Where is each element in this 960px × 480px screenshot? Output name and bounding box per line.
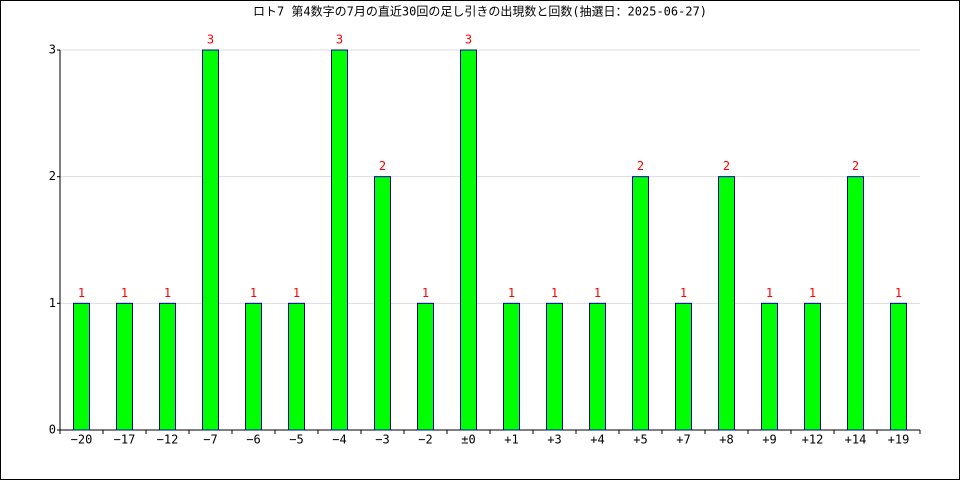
bar bbox=[804, 302, 821, 431]
bar bbox=[589, 302, 606, 431]
x-tick-label: −5 bbox=[289, 433, 303, 447]
y-tick-label: 0 bbox=[49, 423, 56, 437]
x-tick-label: −6 bbox=[246, 433, 260, 447]
data-label: 1 bbox=[164, 286, 171, 300]
data-label: 1 bbox=[551, 286, 558, 300]
x-tick-label: −4 bbox=[332, 433, 346, 447]
data-label: 1 bbox=[121, 286, 128, 300]
data-label: 1 bbox=[250, 286, 257, 300]
data-label: 3 bbox=[336, 33, 343, 47]
bar bbox=[847, 176, 864, 431]
x-tick-label: +7 bbox=[676, 433, 690, 447]
bar bbox=[718, 176, 735, 431]
bar bbox=[73, 302, 90, 431]
y-tick-label: 3 bbox=[49, 43, 56, 57]
y-tick-label: 1 bbox=[49, 296, 56, 310]
x-tick-label: −17 bbox=[114, 433, 136, 447]
x-tick-label: ±0 bbox=[461, 433, 475, 447]
data-label: 2 bbox=[852, 159, 859, 173]
x-tick-label: −2 bbox=[418, 433, 432, 447]
x-tick-label: +12 bbox=[802, 433, 824, 447]
data-label: 3 bbox=[465, 33, 472, 47]
data-label: 1 bbox=[293, 286, 300, 300]
x-tick-label: −3 bbox=[375, 433, 389, 447]
y-tick-label: 2 bbox=[49, 169, 56, 183]
bar bbox=[159, 302, 176, 431]
bar bbox=[331, 49, 348, 431]
bar bbox=[503, 302, 520, 431]
bar bbox=[288, 302, 305, 431]
x-tick-label: +4 bbox=[590, 433, 604, 447]
data-label: 1 bbox=[809, 286, 816, 300]
bar bbox=[374, 176, 391, 431]
x-tick-label: +14 bbox=[845, 433, 867, 447]
x-tick-label: +8 bbox=[719, 433, 733, 447]
x-tick-label: +9 bbox=[762, 433, 776, 447]
bar bbox=[245, 302, 262, 431]
x-tick-label: +3 bbox=[547, 433, 561, 447]
x-tick-label: +5 bbox=[633, 433, 647, 447]
x-tick-label: −20 bbox=[71, 433, 93, 447]
x-tick-label: −7 bbox=[203, 433, 217, 447]
x-tick-label: +1 bbox=[504, 433, 518, 447]
bar bbox=[632, 176, 649, 431]
data-label: 3 bbox=[207, 33, 214, 47]
x-tick-label: −12 bbox=[157, 433, 179, 447]
bar bbox=[417, 302, 434, 431]
chart-title: ロト7 第4数字の7月の直近30回の足し引きの出現数と回数(抽選日：2025-0… bbox=[253, 4, 707, 19]
data-label: 1 bbox=[508, 286, 515, 300]
bar bbox=[546, 302, 563, 431]
bar bbox=[675, 302, 692, 431]
data-label: 1 bbox=[78, 286, 85, 300]
bar bbox=[761, 302, 778, 431]
data-label: 1 bbox=[680, 286, 687, 300]
bar bbox=[202, 49, 219, 431]
bar bbox=[116, 302, 133, 431]
data-label: 1 bbox=[594, 286, 601, 300]
bar bbox=[890, 302, 907, 431]
data-label: 2 bbox=[637, 159, 644, 173]
data-label: 2 bbox=[379, 159, 386, 173]
data-label: 1 bbox=[895, 286, 902, 300]
data-label: 1 bbox=[422, 286, 429, 300]
x-tick-label: +19 bbox=[888, 433, 910, 447]
bar bbox=[460, 49, 477, 431]
data-label: 2 bbox=[723, 159, 730, 173]
data-label: 1 bbox=[766, 286, 773, 300]
